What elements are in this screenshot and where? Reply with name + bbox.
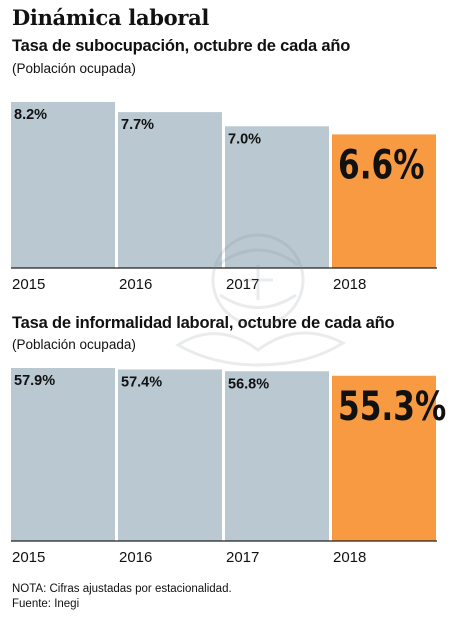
x-tick-label-2016: 2016 xyxy=(119,276,152,293)
bar-2016 xyxy=(118,112,222,268)
footnote: NOTA: Cifras ajustadas por estacionalida… xyxy=(12,583,232,595)
bar-2017 xyxy=(225,126,329,268)
bar-value-label-2017: 56.8% xyxy=(228,376,269,392)
bar-2015 xyxy=(11,102,115,268)
x-tick-label-2015: 2015 xyxy=(12,276,45,293)
bar-value-label-2015: 8.2% xyxy=(14,107,47,123)
bar-2018 xyxy=(332,134,436,268)
x-tick-label-2017: 2017 xyxy=(226,549,259,566)
source-note: Fuente: Inegi xyxy=(12,598,80,610)
informalidad-bar-chart: 57.9% 2015 57.4% 2016 56.8% 2017 55.3% 2018 xyxy=(11,368,446,566)
bar-value-label-2016: 7.7% xyxy=(121,117,154,133)
bar-2017 xyxy=(225,371,329,541)
bar-value-label-2015: 57.9% xyxy=(14,373,55,389)
x-tick-label-2017: 2017 xyxy=(226,276,259,293)
x-tick-label-2018: 2018 xyxy=(333,276,366,293)
bar-2016 xyxy=(118,369,222,541)
eagle-watermark-icon xyxy=(175,233,347,367)
bar-value-label-2018: 6.6% xyxy=(338,143,425,189)
chart-2-title: Tasa de informalidad laboral, octubre de… xyxy=(12,314,395,332)
x-tick-label-2018: 2018 xyxy=(333,549,366,566)
bar-2015 xyxy=(11,368,115,541)
x-tick-label-2016: 2016 xyxy=(119,549,152,566)
bar-value-label-2017: 7.0% xyxy=(228,131,261,147)
bar-2018 xyxy=(332,375,436,541)
chart-2-subtitle: (Población ocupada) xyxy=(12,337,136,352)
chart-1-title: Tasa de subocupación, octubre de cada añ… xyxy=(12,37,351,55)
bar-value-label-2018: 55.3% xyxy=(338,384,446,430)
chart-1-subtitle: (Población ocupada) xyxy=(12,61,136,76)
bar-value-label-2016: 57.4% xyxy=(121,374,162,390)
x-tick-label-2015: 2015 xyxy=(12,549,45,566)
subocupacion-bar-chart: 8.2% 2015 7.7% 2016 7.0% 2017 6.6% 2018 xyxy=(11,102,437,293)
page-title: Dinámica laboral xyxy=(12,5,210,30)
